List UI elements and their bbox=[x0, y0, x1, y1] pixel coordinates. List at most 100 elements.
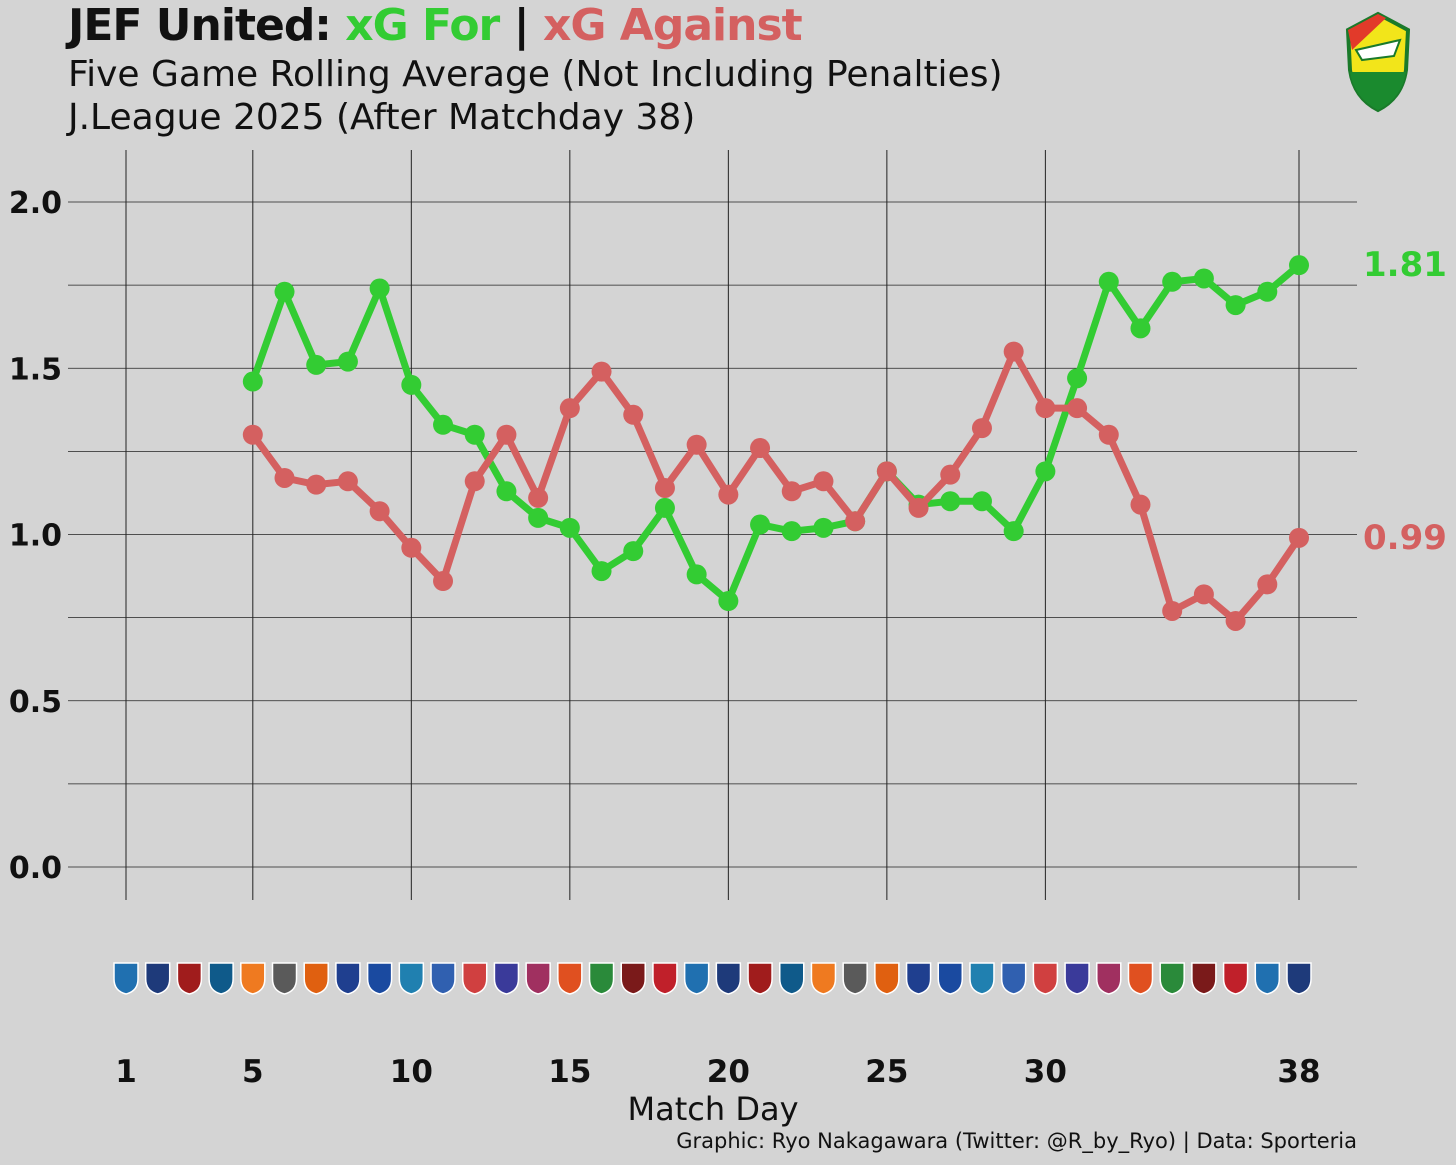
opponent-crest-icon bbox=[747, 962, 773, 995]
data-point bbox=[781, 481, 802, 502]
data-point bbox=[1162, 271, 1183, 292]
data-point bbox=[940, 464, 961, 485]
data-point bbox=[1257, 574, 1278, 595]
data-point bbox=[1003, 341, 1024, 362]
opponent-crest-icon bbox=[652, 962, 678, 995]
data-point bbox=[496, 481, 517, 502]
y-axis: 0.0 0.5 1.0 1.5 2.0 bbox=[9, 186, 62, 886]
opponent-crest-icon bbox=[430, 962, 456, 995]
opponent-crest-icon bbox=[620, 962, 646, 995]
data-point bbox=[242, 424, 263, 445]
opponent-crest-icon bbox=[1032, 962, 1059, 995]
data-point bbox=[876, 461, 897, 482]
data-point bbox=[496, 424, 517, 445]
data-point bbox=[401, 374, 422, 395]
opponent-crest-icon bbox=[905, 962, 932, 995]
data-point bbox=[369, 278, 390, 299]
data-point bbox=[686, 564, 707, 585]
data-point bbox=[654, 497, 675, 518]
opponent-crest-icon bbox=[969, 962, 995, 995]
data-point bbox=[654, 477, 675, 498]
opponent-crest-icon bbox=[366, 962, 393, 995]
series-layer: 1.81 0.99 bbox=[242, 245, 1447, 631]
opponent-crest-icon bbox=[1127, 962, 1154, 995]
opponent-crest-icon bbox=[557, 962, 583, 995]
series-xg-against: 0.99 bbox=[242, 341, 1447, 631]
series-line bbox=[249, 261, 1303, 605]
data-point bbox=[464, 471, 485, 492]
data-point bbox=[1098, 271, 1119, 292]
data-point bbox=[1257, 281, 1278, 302]
y-tick-label: 1.5 bbox=[9, 352, 62, 387]
data-point bbox=[623, 541, 644, 562]
data-point bbox=[1225, 295, 1246, 316]
data-point bbox=[274, 467, 295, 488]
data-point bbox=[1067, 368, 1088, 389]
data-point bbox=[242, 371, 263, 392]
data-point bbox=[750, 514, 771, 535]
data-point bbox=[1098, 424, 1119, 445]
data-point bbox=[464, 424, 485, 445]
grid bbox=[68, 150, 1357, 900]
data-point bbox=[1193, 584, 1214, 605]
title-xg-against: xG Against bbox=[542, 0, 803, 51]
opponent-crest-icon bbox=[525, 962, 551, 995]
data-point bbox=[845, 511, 866, 532]
credit-line: Graphic: Ryo Nakagawara (Twitter: @R_by_… bbox=[676, 1129, 1357, 1153]
data-point bbox=[686, 434, 707, 455]
opponent-crest-icon bbox=[810, 962, 837, 995]
opponent-crest-icon bbox=[271, 962, 298, 995]
opponent-crests bbox=[113, 962, 1312, 995]
opponent-crest-icon bbox=[1064, 962, 1090, 995]
opponent-crest-icon bbox=[113, 962, 139, 995]
data-point bbox=[971, 418, 992, 439]
data-point bbox=[971, 491, 992, 512]
data-point bbox=[528, 507, 549, 528]
data-point bbox=[718, 591, 739, 611]
opponent-crest-icon bbox=[683, 962, 710, 995]
data-point bbox=[401, 537, 422, 558]
data-point bbox=[1193, 268, 1214, 289]
y-tick-label: 2.0 bbox=[9, 186, 62, 221]
opponent-crest-icon bbox=[1286, 962, 1312, 995]
data-point bbox=[306, 474, 327, 495]
data-point bbox=[337, 351, 358, 372]
x-tick-label: 10 bbox=[390, 1054, 433, 1090]
opponent-crest-icon bbox=[335, 962, 361, 995]
opponent-crest-icon bbox=[1159, 962, 1185, 995]
data-point bbox=[1130, 494, 1151, 515]
opponent-crest-icon bbox=[240, 962, 266, 995]
title-xg-for: xG For bbox=[345, 0, 500, 51]
data-point bbox=[623, 404, 644, 425]
data-point bbox=[908, 497, 929, 518]
x-tick-label: 20 bbox=[707, 1054, 750, 1090]
data-point bbox=[1225, 610, 1246, 631]
data-point bbox=[1289, 527, 1309, 548]
title-team: JEF United: bbox=[68, 0, 332, 51]
data-point bbox=[559, 398, 580, 419]
opponent-crest-icon bbox=[1000, 962, 1027, 995]
x-tick-label: 1 bbox=[115, 1054, 137, 1090]
opponent-crest-icon bbox=[493, 962, 520, 995]
chart-subtitle: Five Game Rolling Average (Not Including… bbox=[68, 54, 1003, 95]
opponent-crest-icon bbox=[1254, 962, 1281, 995]
title-separator: | bbox=[513, 0, 530, 51]
opponent-crest-icon bbox=[461, 962, 488, 995]
y-tick-label: 0.0 bbox=[9, 851, 62, 886]
opponent-crest-icon bbox=[398, 962, 425, 995]
data-point bbox=[813, 471, 834, 492]
y-tick-label: 0.5 bbox=[9, 685, 62, 720]
data-point bbox=[337, 471, 358, 492]
data-point bbox=[1003, 521, 1024, 542]
chart-title: JEF United: xG For | xG Against bbox=[68, 0, 803, 51]
opponent-crest-icon bbox=[715, 962, 742, 995]
data-point bbox=[813, 517, 834, 538]
x-tick-label: 38 bbox=[1277, 1054, 1320, 1090]
series-line bbox=[249, 348, 1303, 625]
data-point bbox=[591, 361, 612, 382]
x-axis: 1 5 10 15 20 25 30 38 bbox=[115, 1054, 1320, 1090]
x-axis-label: Match Day bbox=[627, 1090, 799, 1128]
opponent-crest-icon bbox=[779, 962, 805, 995]
